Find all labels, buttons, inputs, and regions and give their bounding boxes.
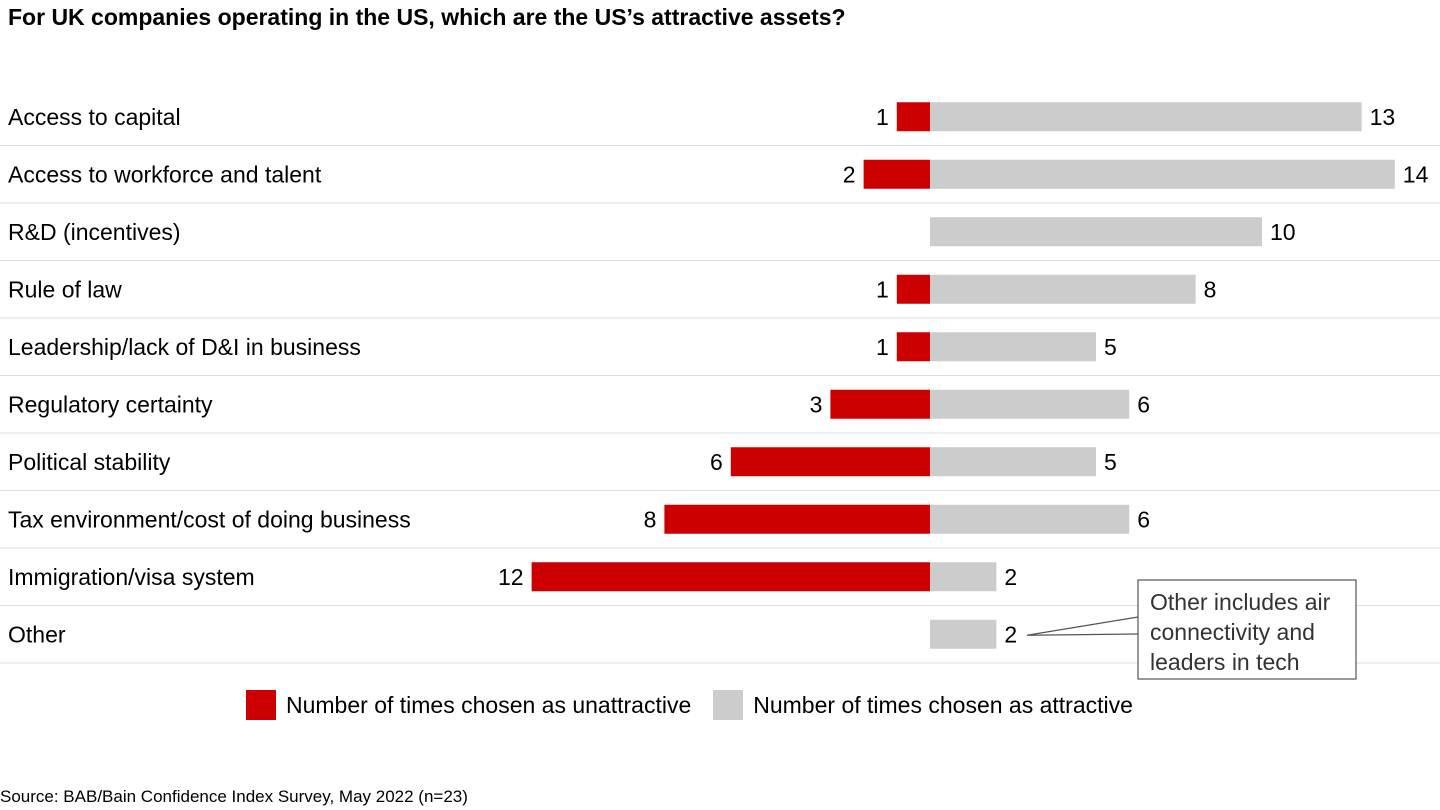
bar-attractive-immigration-visa-system: [930, 562, 997, 592]
bar-unattractive-tax-environment-cost-of-doing-business: [664, 504, 930, 534]
bar-attractive-access-to-workforce-and-talent: [930, 159, 1395, 189]
category-label-political-stability: Political stability: [8, 449, 171, 475]
value-label-unattractive-access-to-capital: 1: [876, 104, 889, 130]
legend-item-unattractive: Number of times chosen as unattractive: [246, 690, 691, 720]
bar-unattractive-leadership-lack-of-d-i-in-business: [896, 332, 930, 362]
bar-attractive-r-d-incentives: [930, 217, 1262, 247]
bar-attractive-rule-of-law: [930, 274, 1196, 304]
chart-title: For UK companies operating in the US, wh…: [8, 4, 846, 30]
legend-swatch-unattractive: [246, 690, 276, 720]
value-label-attractive-immigration-visa-system: 2: [1004, 564, 1017, 590]
callout-text-line: connectivity and: [1150, 619, 1315, 645]
source-note: Source: BAB/Bain Confidence Index Survey…: [0, 787, 468, 806]
bar-attractive-other: [930, 619, 997, 649]
category-label-regulatory-certainty: Regulatory certainty: [8, 391, 213, 417]
value-label-attractive-access-to-workforce-and-talent: 14: [1403, 161, 1429, 187]
legend: Number of times chosen as unattractive N…: [246, 690, 1155, 720]
callout-box: [1137, 579, 1357, 680]
bar-unattractive-regulatory-certainty: [830, 389, 930, 419]
callout-pointer: [1026, 616, 1139, 636]
value-label-unattractive-regulatory-certainty: 3: [810, 391, 823, 417]
value-label-unattractive-rule-of-law: 1: [876, 276, 889, 302]
value-label-attractive-regulatory-certainty: 6: [1137, 391, 1150, 417]
callout-text-line: Other includes air: [1150, 589, 1331, 615]
bar-unattractive-access-to-workforce-and-talent: [863, 159, 930, 189]
bar-unattractive-political-stability: [730, 447, 930, 477]
bar-attractive-leadership-lack-of-d-i-in-business: [930, 332, 1096, 362]
bar-unattractive-immigration-visa-system: [531, 562, 930, 592]
legend-item-attractive: Number of times chosen as attractive: [713, 690, 1133, 720]
value-label-unattractive-immigration-visa-system: 12: [498, 564, 524, 590]
category-label-other: Other: [8, 621, 66, 647]
legend-label-unattractive: Number of times chosen as unattractive: [286, 691, 692, 718]
category-label-rule-of-law: Rule of law: [8, 276, 122, 302]
value-label-unattractive-leadership-lack-of-d-i-in-business: 1: [876, 334, 889, 360]
bar-attractive-tax-environment-cost-of-doing-business: [930, 504, 1130, 534]
category-label-access-to-workforce-and-talent: Access to workforce and talent: [8, 161, 322, 187]
category-label-tax-environment-cost-of-doing-business: Tax environment/cost of doing business: [8, 506, 411, 532]
bar-attractive-political-stability: [930, 447, 1096, 477]
callout-text-line: leaders in tech: [1150, 649, 1300, 675]
bar-unattractive-rule-of-law: [896, 274, 930, 304]
category-label-access-to-capital: Access to capital: [8, 104, 181, 130]
value-label-attractive-r-d-incentives: 10: [1270, 219, 1296, 245]
value-label-attractive-other: 2: [1004, 621, 1017, 647]
legend-swatch-attractive: [713, 690, 744, 720]
value-label-unattractive-political-stability: 6: [710, 449, 723, 475]
legend-label-attractive: Number of times chosen as attractive: [753, 691, 1133, 718]
value-label-attractive-tax-environment-cost-of-doing-business: 6: [1137, 506, 1150, 532]
value-label-attractive-rule-of-law: 8: [1204, 276, 1217, 302]
category-label-immigration-visa-system: Immigration/visa system: [8, 564, 255, 590]
value-label-unattractive-access-to-workforce-and-talent: 2: [843, 161, 856, 187]
value-label-unattractive-tax-environment-cost-of-doing-business: 8: [644, 506, 657, 532]
category-label-r-d-incentives: R&D (incentives): [8, 219, 181, 245]
category-label-leadership-lack-of-d-i-in-business: Leadership/lack of D&I in business: [8, 334, 361, 360]
value-label-attractive-access-to-capital: 13: [1370, 104, 1396, 130]
value-label-attractive-political-stability: 5: [1104, 449, 1117, 475]
bar-attractive-regulatory-certainty: [930, 389, 1130, 419]
bar-unattractive-access-to-capital: [896, 102, 930, 132]
value-label-attractive-leadership-lack-of-d-i-in-business: 5: [1104, 334, 1117, 360]
bar-attractive-access-to-capital: [930, 102, 1362, 132]
